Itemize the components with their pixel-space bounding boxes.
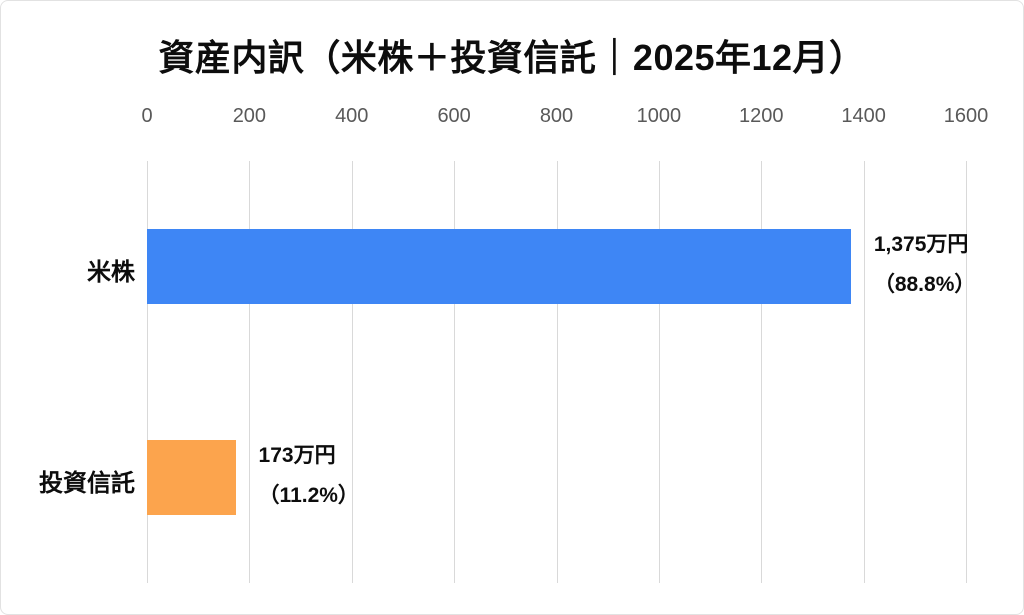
x-tick-label: 1600 [943,105,989,127]
gridline [761,161,763,583]
x-tick-label: 600 [437,105,471,127]
x-tick-label: 400 [335,105,369,127]
data-label-value: 1,375万円 [873,232,969,256]
x-tick-label: 200 [232,105,267,127]
data-label: 173万円 （11.2%） [259,443,359,508]
gridline [454,161,456,583]
chart-title: 資産内訳（米株＋投資信託｜2025年12月） [158,37,866,78]
x-tick-label: 800 [539,105,574,127]
x-tick-label: 0 [141,105,153,127]
x-tick-label: 1200 [739,105,784,127]
data-label-percent: （88.8%） [873,272,976,296]
category-label: 米株 [87,258,135,286]
plot-area: 0 200 400 600 800 1000 1200 1400 1600 米株 1,375万円 （8… [39,105,988,583]
x-tick-label: 1000 [636,105,682,127]
x-tick-label: 1400 [841,105,886,127]
gridline [966,161,967,583]
category-label: 投資信託 [39,469,135,497]
gridline [658,161,660,583]
bar-investment-trusts [147,440,236,515]
gridline [863,161,865,583]
data-label-value: 173万円 [258,443,336,467]
gridline [351,161,353,583]
data-label: 1,375万円 （88.8%） [874,232,976,297]
bar-us-stocks [147,229,851,304]
gridline [147,161,148,583]
gridline [556,161,558,583]
gridline [249,161,251,583]
data-label-percent: （11.2%） [258,483,359,507]
